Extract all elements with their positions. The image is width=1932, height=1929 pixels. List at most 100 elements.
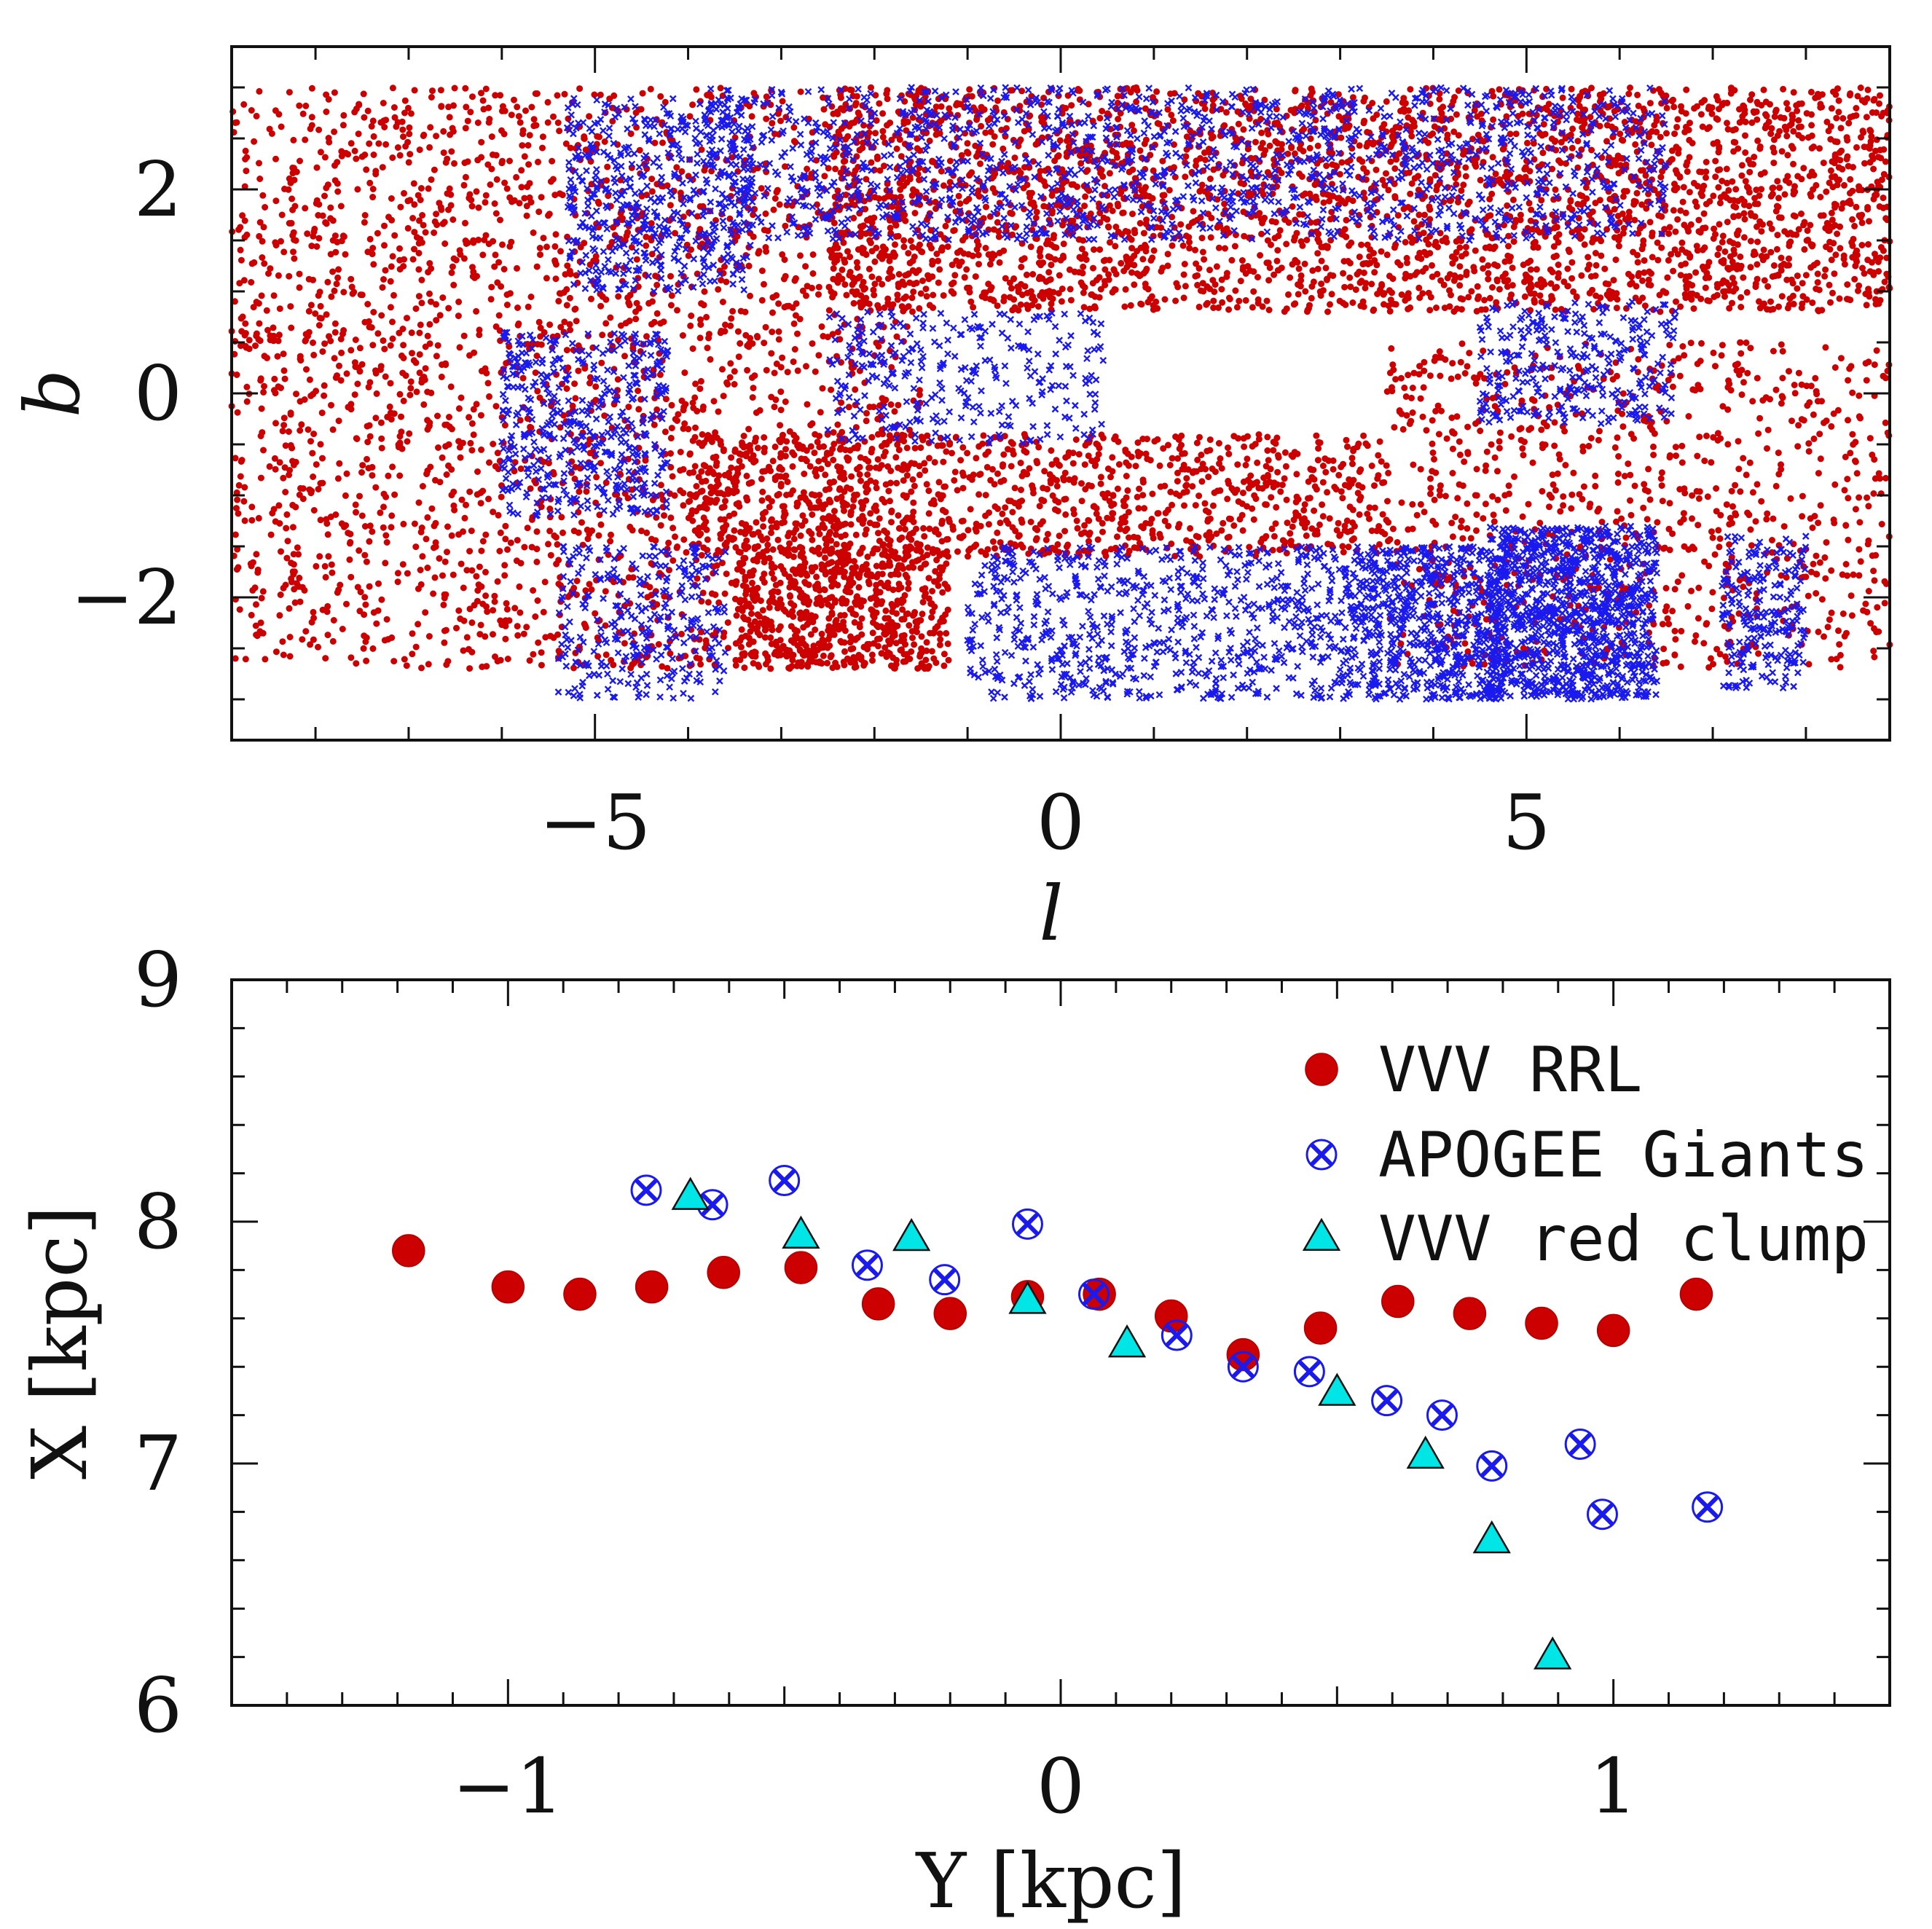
rrl-point <box>491 1270 525 1304</box>
xy-y-tick-label: 7 <box>134 1419 182 1508</box>
apogee-point <box>1371 1385 1403 1417</box>
xy-distance-x-axis-title: Y [kpc] <box>915 1836 1187 1925</box>
apogee-point-cross <box>1375 1389 1399 1413</box>
apogee-point-cross <box>1431 1404 1453 1426</box>
apogee-point-ring <box>1011 1208 1043 1240</box>
apogee-point-ring <box>1078 1278 1110 1311</box>
rrl-point <box>635 1270 669 1304</box>
sky-x-tick-label: 0 <box>1037 778 1085 867</box>
apogee-point-cross <box>1568 1433 1592 1455</box>
sky-map-x-axis-title: l <box>1039 869 1063 958</box>
apogee-point-cross <box>701 1193 724 1217</box>
legend-marker-apogee-ring <box>1305 1139 1338 1171</box>
sky-field-crosses <box>498 84 1810 703</box>
apogee-point-ring <box>1227 1351 1259 1383</box>
red-clump-point <box>782 1215 820 1249</box>
apogee-point <box>769 1165 801 1197</box>
apogee-point-cross <box>635 1179 658 1202</box>
xy-distance-frame <box>230 978 1891 1707</box>
apogee-point <box>1586 1498 1618 1531</box>
apogee-point <box>1011 1208 1043 1240</box>
xy-y-tick-label: 8 <box>134 1177 182 1266</box>
xy-x-tick-label: 0 <box>1037 1742 1085 1831</box>
sky-y-tick-label: 0 <box>134 349 182 438</box>
sky-y-tick-label: 2 <box>134 145 182 234</box>
apogee-point-ring <box>1692 1491 1724 1523</box>
apogee-point-cross <box>1480 1454 1504 1477</box>
rrl-point <box>1303 1311 1338 1345</box>
red-clump-point <box>1008 1281 1047 1314</box>
sky-x-tick-label: −5 <box>539 778 651 867</box>
sky-map-frame <box>230 45 1891 742</box>
xy-distance-points <box>392 1165 1724 1670</box>
apogee-point-ring <box>1371 1385 1403 1417</box>
apogee-point-ring <box>929 1264 961 1296</box>
rrl-point <box>1083 1277 1116 1311</box>
red-clump-point <box>1107 1324 1147 1358</box>
rrl-point <box>861 1287 895 1321</box>
rrl-point <box>1525 1306 1558 1340</box>
apogee-point-ring <box>1293 1356 1325 1388</box>
series-apogee-giants <box>630 1165 1724 1531</box>
apogee-point <box>1564 1428 1596 1460</box>
xy-distance-tick-labels: −1 0 1 6 7 8 9 <box>134 935 1638 1831</box>
apogee-point-ring <box>1426 1399 1458 1431</box>
apogee-point <box>1161 1319 1193 1351</box>
red-clump-point <box>1406 1435 1445 1469</box>
legend-marker-apogee <box>1305 1139 1338 1171</box>
apogee-point-cross <box>1231 1355 1254 1378</box>
sky-y-tick-label: −2 <box>71 553 182 642</box>
apogee-point-cross <box>773 1169 796 1192</box>
sky-map-points <box>228 84 1893 703</box>
rrl-point <box>1679 1277 1713 1311</box>
xy-x-tick-label: 1 <box>1590 1742 1638 1831</box>
legend-markers <box>1302 1053 1341 1252</box>
rrl-point <box>707 1255 740 1289</box>
apogee-point-ring <box>851 1249 883 1281</box>
apogee-point-cross <box>933 1268 957 1292</box>
apogee-point <box>1692 1491 1724 1523</box>
apogee-point-cross <box>1298 1360 1321 1383</box>
sky-series-fields <box>498 84 1810 703</box>
red-clump-point <box>671 1176 710 1210</box>
apogee-point <box>1227 1351 1259 1383</box>
legend: VVV RRL APOGEE Giants VVV red clump <box>1302 1034 1869 1276</box>
apogee-point-ring <box>769 1165 801 1197</box>
rrl-point <box>1226 1337 1260 1372</box>
rrl-point <box>1381 1284 1415 1319</box>
apogee-point-cross <box>1696 1496 1719 1519</box>
rrl-point <box>1453 1297 1487 1330</box>
sky-map-panel: −5 0 5 −2 0 2 l b <box>8 45 1893 958</box>
apogee-point <box>1078 1278 1110 1311</box>
rrl-point <box>933 1297 967 1330</box>
apogee-point-cross <box>1591 1503 1614 1526</box>
sky-map-y-axis-title: b <box>8 369 97 418</box>
apogee-point <box>630 1174 662 1206</box>
red-clump-point <box>1472 1520 1511 1554</box>
sky-x-tick-label: 5 <box>1502 778 1550 867</box>
xy-distance-y-axis-title: X [kpc] <box>15 1206 104 1480</box>
apogee-point-ring <box>1476 1450 1508 1482</box>
red-clump-point <box>1318 1372 1356 1406</box>
xy-y-tick-label: 6 <box>134 1661 182 1750</box>
apogee-point <box>1293 1356 1325 1388</box>
xy-distance-panel: −1 0 1 6 7 8 9 Y [kpc] X [kpc] VVV RRL APOGEE … <box>15 935 1891 1925</box>
apogee-point-cross <box>1016 1212 1039 1235</box>
apogee-point-ring <box>1161 1319 1193 1351</box>
apogee-point-cross <box>1165 1324 1188 1347</box>
series-vvv-rrl <box>392 1234 1713 1372</box>
apogee-point-ring <box>1586 1498 1618 1531</box>
apogee-point-ring <box>1564 1428 1596 1460</box>
red-clump-point <box>1534 1636 1572 1670</box>
sky-map-ticks <box>232 47 1890 740</box>
legend-marker-apogee-cross <box>1310 1143 1333 1166</box>
xy-x-tick-label: −1 <box>452 1742 564 1831</box>
apogee-point-ring <box>630 1174 662 1206</box>
red-clump-point <box>892 1217 931 1252</box>
sky-map-tick-labels: −5 0 5 −2 0 2 <box>71 145 1551 867</box>
legend-label-apogee: APOGEE Giants <box>1378 1119 1869 1192</box>
rrl-point <box>392 1234 425 1268</box>
xy-y-tick-label: 9 <box>134 935 182 1024</box>
legend-marker-rrl <box>1305 1053 1338 1086</box>
